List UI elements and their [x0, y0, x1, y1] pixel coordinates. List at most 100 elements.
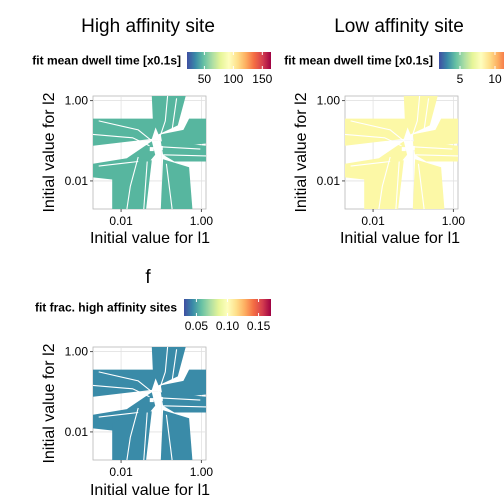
y-axis-title: Initial value for l2 — [293, 92, 310, 212]
missing-data-streak — [98, 411, 139, 418]
missing-data-streak — [171, 349, 178, 381]
missing-data-streak — [92, 133, 150, 147]
missing-data-cell — [158, 145, 163, 150]
heatmap-region — [160, 369, 206, 399]
missing-data-streak — [157, 346, 169, 393]
missing-data-cell — [155, 150, 160, 155]
missing-data-streak — [163, 405, 207, 408]
x-tick-label: 0.01 — [109, 465, 133, 479]
heatmap-region — [160, 410, 193, 460]
chart-title: f — [145, 267, 151, 288]
legend-tick-label: 0.10 — [216, 319, 240, 333]
missing-data-streak — [98, 371, 156, 395]
y-tick-label: 1.00 — [317, 94, 341, 108]
heatmap-region — [160, 118, 206, 148]
legend-tick-label: 5 — [457, 72, 464, 86]
missing-data-streak — [409, 95, 421, 142]
heatmap-region — [412, 141, 458, 162]
x-tick-label: 0.01 — [361, 214, 385, 228]
y-tick-label: 0.01 — [317, 174, 341, 188]
heatmap-region — [412, 118, 458, 148]
missing-data-streak — [350, 160, 391, 167]
heatmap-region — [151, 347, 186, 386]
missing-data-streak — [143, 161, 148, 210]
heatmap-region — [112, 410, 152, 460]
x-axis-title: Initial value for l1 — [90, 482, 210, 499]
legend-colorbar — [187, 52, 271, 69]
missing-data-streak — [417, 163, 425, 210]
missing-data-streak — [163, 154, 207, 157]
legend-tick-label: 0.15 — [247, 319, 271, 333]
missing-data-streak — [98, 120, 156, 144]
missing-data-cell — [149, 147, 154, 152]
chart-panel-3: f fit frac. high affinity sites 0.05 0.10 0.… — [35, 267, 271, 499]
heatmap-fill — [92, 346, 207, 461]
missing-data-streak — [98, 160, 139, 167]
legend-title: fit frac. high affinity sites — [35, 301, 177, 315]
heatmap-region — [345, 118, 411, 146]
heatmap-fill — [92, 95, 207, 210]
x-axis-title: Initial value for l1 — [340, 230, 460, 247]
heatmap-region — [160, 392, 206, 413]
legend-colorbar — [184, 299, 271, 316]
x-tick-label: 0.01 — [109, 214, 133, 228]
y-axis-title: Initial value for l2 — [41, 343, 58, 463]
missing-data-cell — [401, 147, 406, 152]
legend-tick-label: 50 — [198, 72, 212, 86]
y-axis-title: Initial value for l2 — [41, 92, 58, 212]
heatmap-region — [364, 159, 404, 209]
legend-tick-label: 0.05 — [185, 319, 209, 333]
legend-title: fit mean dwell time [x0.1s] — [284, 54, 433, 68]
legend-title: fit mean dwell time [x0.1s] — [32, 54, 181, 68]
missing-data-streak — [171, 98, 178, 130]
x-tick-label: 1.00 — [442, 214, 466, 228]
missing-data-cell — [158, 396, 163, 401]
missing-data-cell — [410, 145, 415, 150]
missing-data-cell — [405, 141, 410, 146]
missing-data-streak — [160, 146, 201, 150]
missing-data-streak — [350, 120, 408, 144]
missing-data-streak — [165, 163, 173, 210]
y-tick-label: 0.01 — [65, 174, 89, 188]
missing-data-streak — [415, 154, 459, 157]
chart-panel-1: High affinity site fit mean dwell time [x… — [32, 16, 272, 247]
x-tick-label: 1.00 — [190, 465, 214, 479]
legend-tick-label: 10 — [488, 72, 502, 86]
heatmap-fill — [344, 95, 459, 210]
heatmap-region — [160, 141, 206, 162]
heatmap-region — [93, 369, 159, 397]
heatmap-region — [403, 96, 438, 135]
missing-data-cell — [153, 141, 158, 146]
missing-data-streak — [395, 161, 400, 210]
missing-data-cell — [153, 392, 158, 397]
x-axis-title: Initial value for l1 — [90, 230, 210, 247]
legend-colorbar — [439, 52, 504, 69]
y-tick-label: 1.00 — [65, 94, 89, 108]
heatmap-region — [151, 96, 186, 135]
missing-data-streak — [165, 414, 173, 461]
legend-tick-label: 150 — [252, 72, 272, 86]
x-tick-label: 1.00 — [190, 214, 214, 228]
missing-data-streak — [92, 384, 150, 398]
missing-data-streak — [143, 412, 148, 461]
missing-data-cell — [155, 401, 160, 406]
heatmap-region — [112, 159, 152, 209]
missing-data-streak — [126, 407, 139, 461]
missing-data-streak — [378, 156, 391, 210]
missing-data-streak — [126, 156, 139, 210]
heatmap-region — [160, 159, 193, 209]
missing-data-cell — [149, 398, 154, 403]
chart-title: Low affinity site — [334, 16, 464, 37]
missing-data-streak — [160, 397, 201, 401]
heatmap-region — [93, 118, 159, 146]
missing-data-streak — [344, 133, 402, 147]
chart-title: High affinity site — [81, 16, 215, 37]
chart-panel-2: Low affinity site fit mean dwell time [x0… — [284, 16, 504, 247]
legend-tick-label: 100 — [223, 72, 243, 86]
missing-data-cell — [407, 150, 412, 155]
y-tick-label: 1.00 — [65, 345, 89, 359]
missing-data-streak — [412, 146, 453, 150]
missing-data-streak — [157, 95, 169, 142]
heatmap-region — [412, 159, 445, 209]
